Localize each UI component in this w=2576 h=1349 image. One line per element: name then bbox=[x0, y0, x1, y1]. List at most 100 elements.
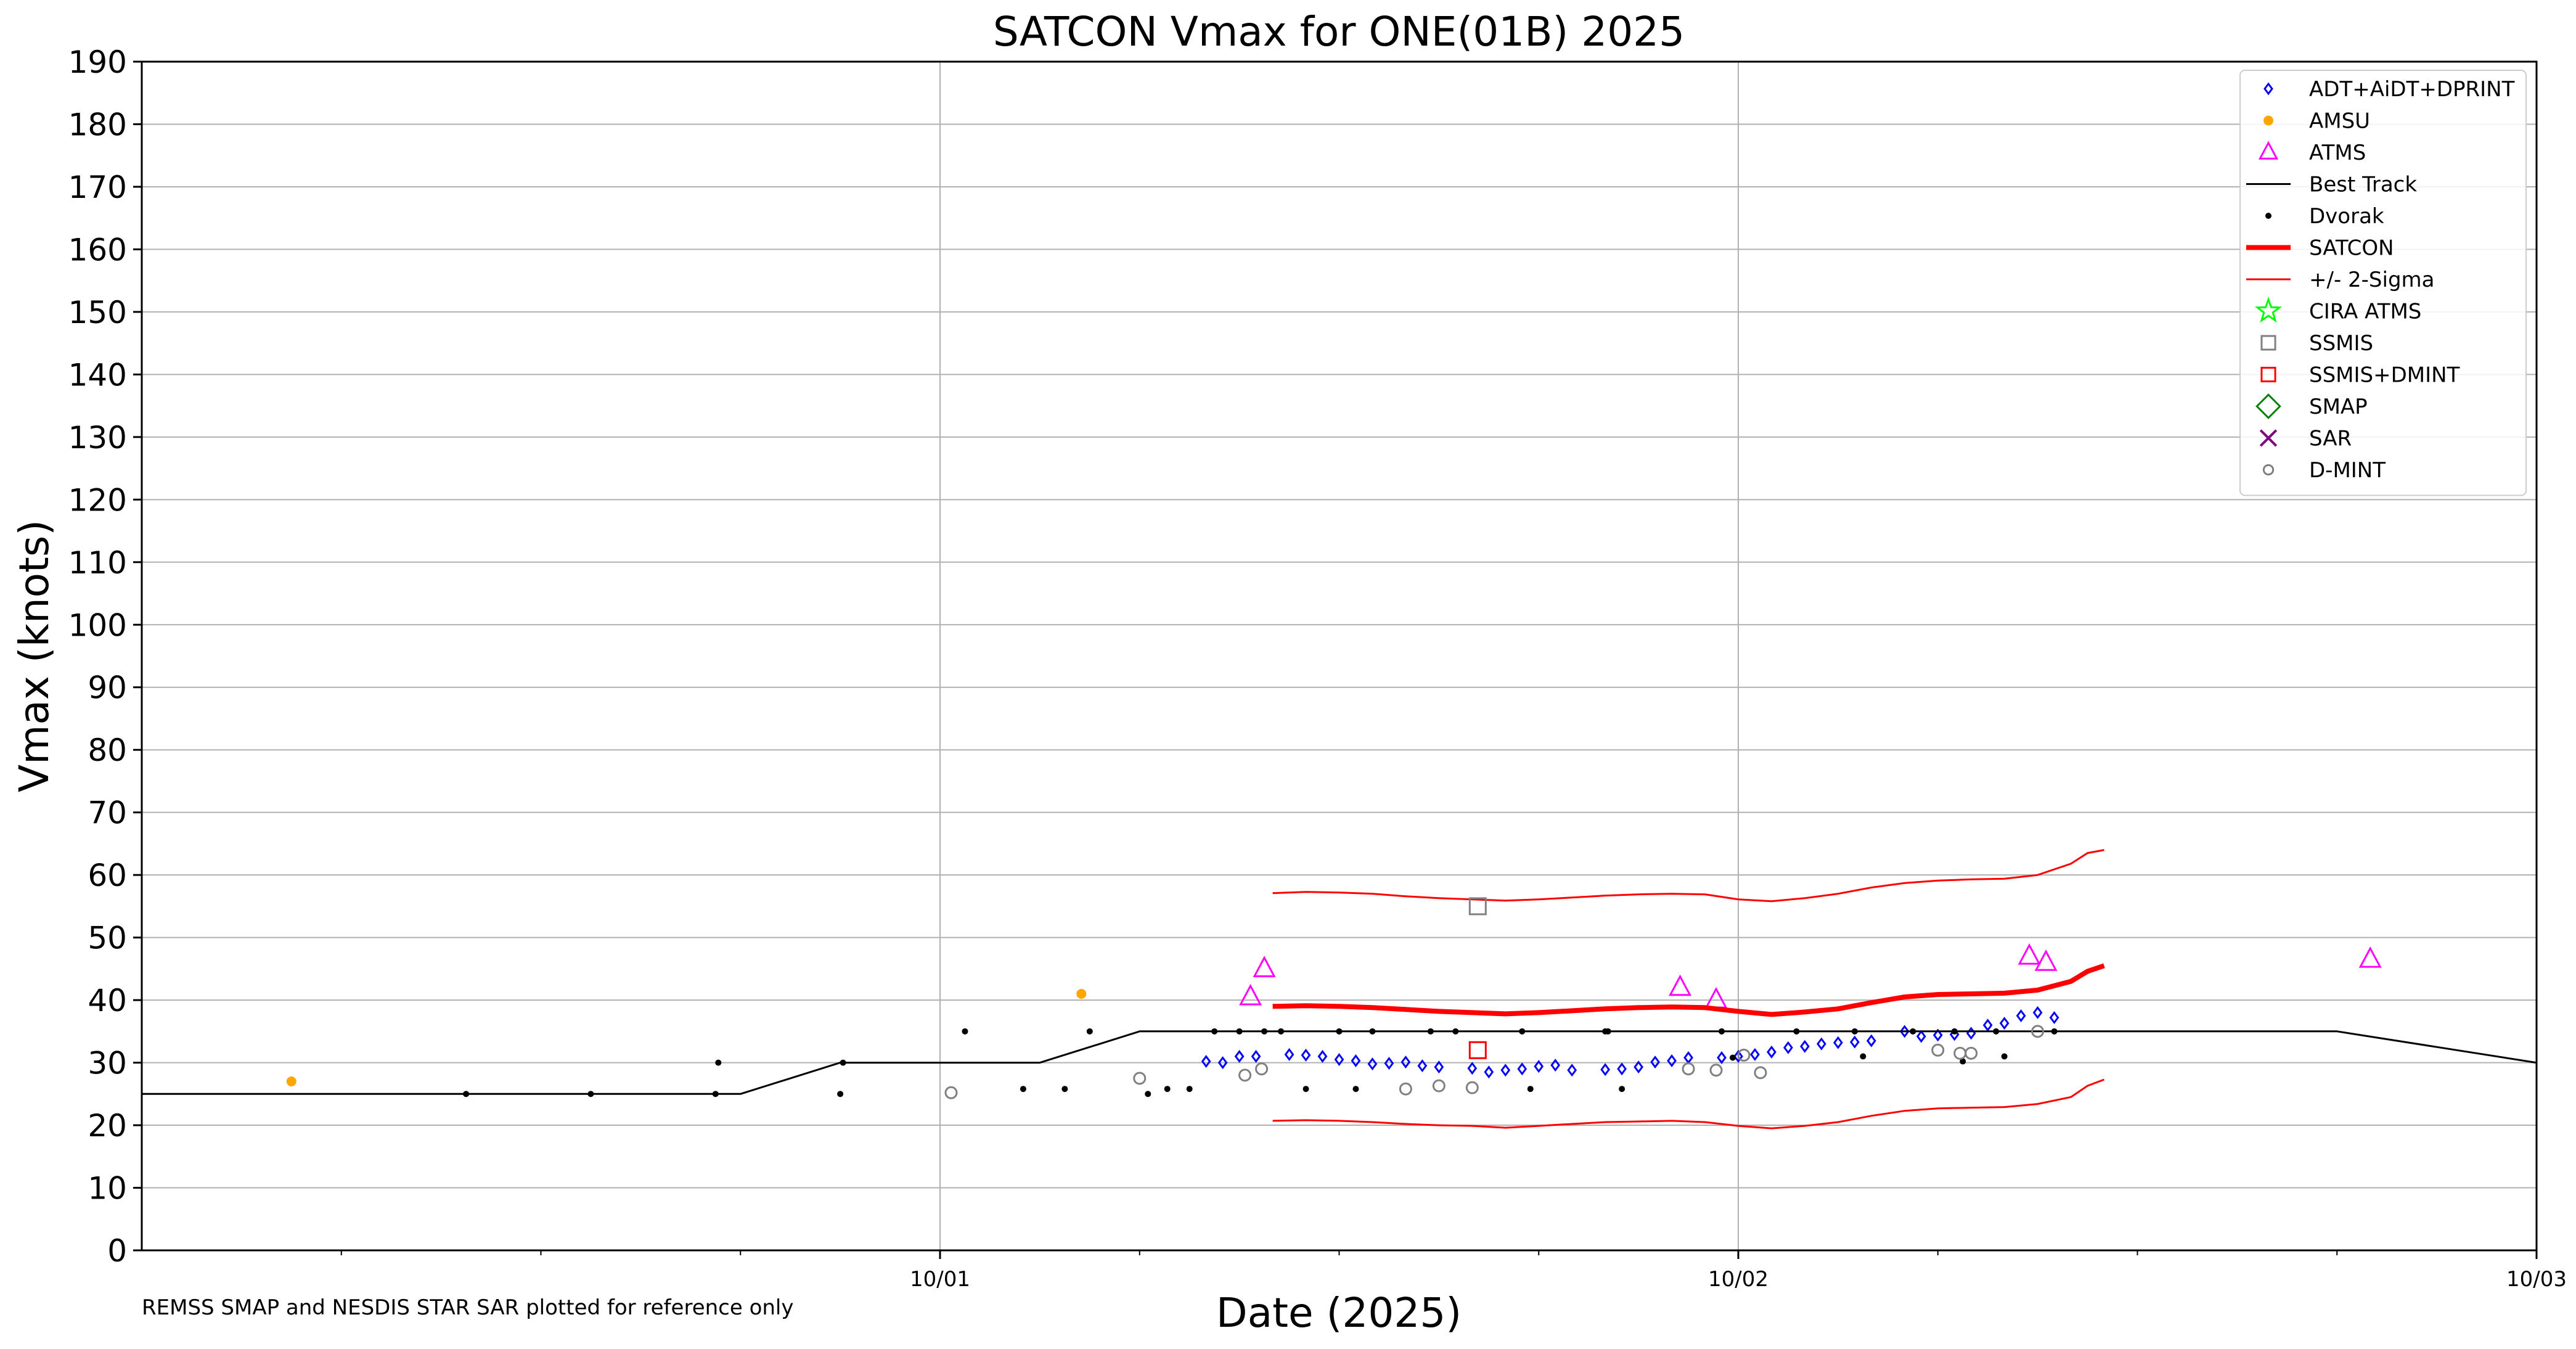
adt-aidt-dprint-point bbox=[1400, 1056, 1411, 1069]
y-tick-label: 0 bbox=[107, 1233, 127, 1269]
dvorak-point bbox=[1619, 1086, 1625, 1093]
adt-aidt-dprint-point bbox=[1417, 1059, 1428, 1073]
legend-marker bbox=[2255, 297, 2282, 323]
adt-aidt-dprint-point bbox=[1434, 1060, 1444, 1074]
adt-aidt-dprint-point bbox=[1217, 1056, 1228, 1070]
adt-aidt-dprint-point bbox=[1201, 1055, 1211, 1068]
legend-marker bbox=[2260, 335, 2276, 351]
adt-aidt-dprint-point bbox=[1800, 1039, 1810, 1053]
footnote: REMSS SMAP and NESDIS STAR SAR plotted f… bbox=[142, 1295, 794, 1320]
dvorak-point bbox=[1061, 1086, 1068, 1093]
dvorak-point bbox=[1164, 1086, 1171, 1093]
y-tick-label: 70 bbox=[88, 795, 127, 831]
dvorak-point bbox=[1302, 1086, 1309, 1093]
best-track-line bbox=[142, 1030, 2537, 1095]
adt-aidt-dprint-point bbox=[1251, 1049, 1261, 1063]
d-mint-point bbox=[2031, 1025, 2045, 1038]
legend-marker bbox=[2259, 429, 2278, 447]
dvorak-point bbox=[1960, 1058, 1966, 1065]
ssmis-point bbox=[1468, 897, 1487, 916]
legend-marker bbox=[2255, 393, 2281, 419]
atms-point bbox=[1239, 983, 1262, 1006]
adt-aidt-dprint-point bbox=[1982, 1019, 1993, 1032]
series-satcon bbox=[1272, 963, 2105, 1017]
legend-label: ATMS bbox=[2309, 141, 2366, 165]
y-tick-label: 110 bbox=[68, 545, 127, 581]
d-mint-point bbox=[1133, 1072, 1147, 1085]
x-axis-label: Date (2025) bbox=[1216, 1289, 1462, 1337]
sigma-lower-line bbox=[1272, 1078, 2105, 1130]
dvorak-point bbox=[1730, 1054, 1736, 1061]
dvorak-point bbox=[587, 1091, 594, 1097]
legend-label: SATCON bbox=[2309, 236, 2394, 261]
series-layer bbox=[142, 849, 2537, 1130]
legend-box bbox=[2239, 70, 2527, 496]
chart-title: SATCON Vmax for ONE(01B) 2025 bbox=[993, 8, 1685, 55]
adt-aidt-dprint-point bbox=[1500, 1064, 1511, 1077]
y-tick-label: 170 bbox=[68, 170, 127, 205]
x-tick-label: 10/02 bbox=[1708, 1267, 1768, 1292]
legend-marker bbox=[2258, 141, 2279, 160]
series-2-sigma bbox=[1272, 849, 2105, 1130]
legend-label: CIRA ATMS bbox=[2309, 300, 2421, 324]
dvorak-point bbox=[1236, 1028, 1243, 1035]
d-mint-point bbox=[1737, 1048, 1751, 1062]
series-d-mint bbox=[944, 1025, 2045, 1099]
atms-point bbox=[2358, 946, 2382, 968]
y-tick-label: 120 bbox=[68, 482, 127, 518]
dvorak-point bbox=[1851, 1028, 1858, 1035]
dvorak-point bbox=[1951, 1028, 1958, 1035]
y-tick-label: 20 bbox=[88, 1108, 127, 1144]
dvorak-point bbox=[1527, 1086, 1534, 1093]
adt-aidt-dprint-point bbox=[1484, 1065, 1494, 1079]
dvorak-point bbox=[837, 1091, 844, 1097]
atms-point bbox=[1253, 956, 1276, 977]
adt-aidt-dprint-point bbox=[1849, 1035, 1860, 1049]
y-tick-label: 50 bbox=[88, 921, 127, 956]
y-tick-label: 90 bbox=[88, 670, 127, 706]
y-tick-label: 30 bbox=[88, 1046, 127, 1081]
dvorak-point bbox=[1352, 1086, 1359, 1093]
adt-aidt-dprint-point bbox=[1534, 1060, 1544, 1073]
adt-aidt-dprint-point bbox=[2032, 1006, 2043, 1019]
dvorak-point bbox=[1086, 1028, 1093, 1035]
legend-marker bbox=[2265, 213, 2271, 219]
adt-aidt-dprint-point bbox=[1334, 1053, 1344, 1067]
legend-label: D-MINT bbox=[2309, 458, 2386, 483]
dvorak-point bbox=[712, 1091, 719, 1097]
adt-aidt-dprint-point bbox=[1517, 1062, 1527, 1076]
legend-label: SSMIS+DMINT bbox=[2309, 363, 2460, 388]
dvorak-point bbox=[1261, 1028, 1268, 1035]
d-mint-point bbox=[1399, 1082, 1412, 1096]
series-ssmis bbox=[1468, 897, 1487, 916]
dvorak-point bbox=[1020, 1086, 1026, 1093]
dvorak-point bbox=[1427, 1028, 1434, 1035]
dvorak-point bbox=[1336, 1028, 1343, 1035]
dvorak-point bbox=[715, 1059, 722, 1066]
atms-point bbox=[2034, 949, 2058, 971]
dvorak-point bbox=[1793, 1028, 1800, 1035]
d-mint-point bbox=[1931, 1043, 1945, 1057]
ssmis-dmint-point bbox=[1468, 1041, 1487, 1059]
adt-aidt-dprint-point bbox=[1733, 1049, 1743, 1063]
adt-aidt-dprint-point bbox=[2016, 1009, 2026, 1022]
d-mint-point bbox=[1682, 1062, 1695, 1076]
y-tick-label: 10 bbox=[88, 1171, 127, 1207]
x-tick-label: 10/01 bbox=[910, 1267, 970, 1292]
dvorak-point bbox=[463, 1091, 470, 1097]
dvorak-point bbox=[1278, 1028, 1285, 1035]
series-ssmis-dmint bbox=[1468, 1041, 1487, 1059]
y-tick-label: 100 bbox=[68, 607, 127, 643]
adt-aidt-dprint-point bbox=[1750, 1048, 1760, 1061]
axes: 0 10 20 30 40 50 60 70 80 90 100 110 120 130 140 150 160… bbox=[68, 44, 2567, 1292]
sigma-upper-line bbox=[1272, 849, 2104, 903]
adt-aidt-dprint-point bbox=[1317, 1049, 1328, 1063]
adt-aidt-dprint-point bbox=[1899, 1025, 1910, 1038]
adt-aidt-dprint-point bbox=[1384, 1057, 1394, 1070]
series-best-track bbox=[142, 1030, 2537, 1095]
atms-point bbox=[1669, 974, 1692, 996]
adt-aidt-dprint-point bbox=[2049, 1011, 2059, 1025]
y-tick-label: 140 bbox=[68, 357, 127, 393]
adt-aidt-dprint-point bbox=[1600, 1063, 1611, 1076]
